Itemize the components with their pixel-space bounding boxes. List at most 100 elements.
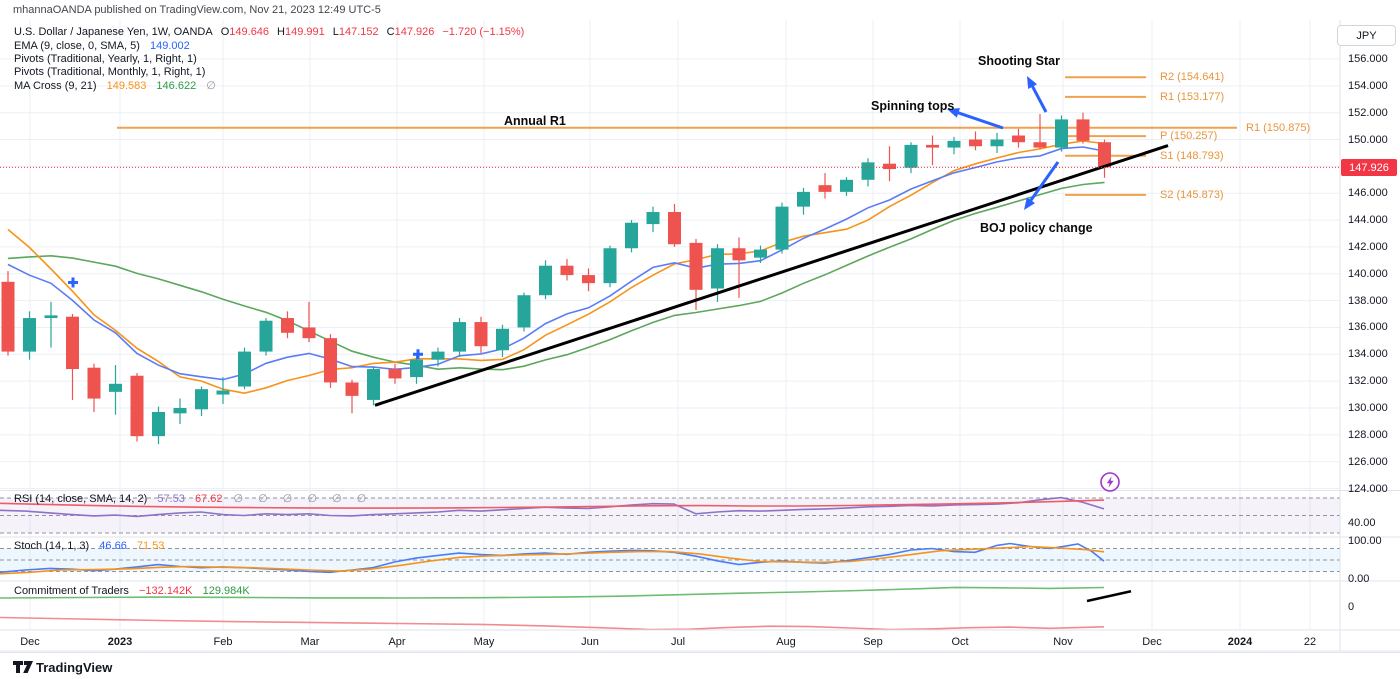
pane-axis-label: 0.00 — [1348, 573, 1370, 585]
time-axis-label: Aug — [776, 636, 796, 648]
stoch-label: Stoch (14, 1, 3) — [14, 540, 90, 552]
stoch-k-value: 46.66 — [99, 540, 127, 552]
price-axis-label: 130.000 — [1348, 401, 1388, 414]
price-axis-label: 124.000 — [1348, 482, 1388, 495]
pivots-yearly-label: Pivots (Traditional, Yearly, 1, Right, 1… — [14, 53, 197, 65]
spinning-tops-label: Spinning tops — [871, 99, 955, 113]
high-key: H — [277, 26, 285, 38]
boj-arrow — [1027, 161, 1060, 205]
currency-button[interactable]: JPY — [1337, 25, 1396, 46]
cot-short-value: −132.142K — [138, 585, 193, 597]
flash-icon[interactable] — [1099, 471, 1123, 495]
price-axis-label: 146.000 — [1348, 187, 1388, 200]
indicator-panes-layer — [0, 497, 1340, 572]
change-value: −1.720 (−1.15%) — [442, 26, 525, 38]
rsi-label: RSI (14, close, SMA, 14, 2) — [14, 493, 148, 505]
open-value: 149.646 — [229, 26, 270, 38]
rsi-ma-value: 67.62 — [194, 493, 223, 505]
pivots-yearly-legend-row[interactable]: Pivots (Traditional, Yearly, 1, Right, 1… — [14, 53, 197, 65]
stoch-d-value: 71.53 — [136, 540, 165, 552]
publish-bar: mhannaOANDA published on TradingView.com… — [13, 4, 381, 16]
price-axis-label: 128.000 — [1348, 428, 1388, 441]
time-axis-label: 2024 — [1227, 636, 1253, 648]
time-axis-label: Dec — [1142, 636, 1162, 648]
price-axis-label: 154.000 — [1348, 79, 1388, 92]
cot-label: Commitment of Traders — [14, 585, 129, 597]
trendline — [374, 144, 1169, 407]
candles-layer — [1, 112, 1111, 445]
cot-legend-row[interactable]: Commitment of Traders −132.142K 129.984K — [14, 585, 250, 597]
boj-policy-change-label: BOJ policy change — [980, 221, 1093, 235]
symbol-title: U.S. Dollar / Japanese Yen, 1W, OANDA — [14, 26, 213, 38]
low-value: 147.152 — [338, 26, 379, 38]
ma-cross-legend-row[interactable]: MA Cross (9, 21) 149.583 146.622 ∅ — [14, 79, 216, 92]
time-axis-label: Dec — [20, 636, 40, 648]
price-axis-label: 132.000 — [1348, 375, 1388, 388]
ema-label: EMA (9, close, 0, SMA, 5) — [14, 40, 140, 52]
pane-axis-label: 40.00 — [1348, 517, 1376, 529]
rsi-legend-row[interactable]: RSI (14, close, SMA, 14, 2) 57.53 67.62 … — [14, 492, 372, 505]
time-axis-label: May — [473, 636, 495, 648]
ma-cross-label: MA Cross (9, 21) — [14, 80, 97, 92]
grid-layer — [0, 20, 1340, 630]
price-axis-label: 156.000 — [1348, 53, 1388, 65]
close-key: C — [386, 26, 395, 38]
price-axis-label: 140.000 — [1348, 267, 1388, 280]
price-axis-label: 152.000 — [1348, 106, 1388, 119]
shooting-star-arrow — [1029, 82, 1048, 113]
low-key: L — [332, 26, 339, 38]
price-axis-label: 134.000 — [1348, 348, 1388, 361]
price-axis-label: 138.000 — [1348, 294, 1388, 307]
time-axis-label: 2023 — [107, 636, 133, 648]
time-axis-label: Apr — [388, 636, 406, 648]
ema-value: 149.002 — [150, 40, 190, 52]
time-axis-label: Oct — [951, 636, 969, 648]
price-axis-label: 150.000 — [1348, 133, 1388, 146]
trendlines-layer — [374, 144, 1169, 603]
spinning-tops-arrow — [954, 110, 1004, 130]
last-price-badge: 147.926 — [1341, 159, 1397, 177]
pivot-level-label: P (150.257) — [1160, 130, 1218, 143]
pivot-level-label: S1 (148.793) — [1160, 149, 1224, 162]
annual-r1-label: Annual R1 — [504, 114, 566, 128]
ma-cross-fast-value: 149.583 — [106, 80, 147, 92]
separators-layer — [0, 20, 1400, 652]
footer-bar: TradingView — [0, 652, 1400, 679]
ma-cross-slow-value: 146.622 — [156, 80, 197, 92]
cot-trendline — [1086, 590, 1132, 603]
pane-axis-label: 0 — [1348, 601, 1355, 613]
ema-legend-row[interactable]: EMA (9, close, 0, SMA, 5) 149.002 — [14, 40, 190, 52]
ema9-line — [7, 146, 1105, 381]
pane-axis-label: 100.00 — [1348, 535, 1382, 547]
rsi-value: 57.53 — [157, 493, 185, 505]
cot-short-line — [0, 616, 1105, 631]
open-key: O — [220, 26, 230, 38]
pivots-monthly-label: Pivots (Traditional, Monthly, 1, Right, … — [14, 66, 206, 78]
close-value: 147.926 — [394, 26, 435, 38]
time-axis-label: Mar — [300, 636, 320, 648]
cot-long-line — [0, 586, 1105, 599]
ma-cross-markers-layer — [68, 277, 423, 360]
sma9-line — [7, 140, 1105, 395]
price-axis-label: 144.000 — [1348, 214, 1388, 227]
cot-long-value: 129.984K — [202, 585, 250, 597]
pivot-level-label: R1 (150.875) — [1246, 121, 1311, 134]
pivots-monthly-legend-row[interactable]: Pivots (Traditional, Monthly, 1, Right, … — [14, 66, 205, 78]
stoch-d-line — [0, 545, 1105, 575]
time-axis-label: Jul — [670, 636, 686, 648]
indicator-series-layer — [0, 496, 1105, 631]
rsi-ma-line — [0, 499, 1105, 509]
price-axis-label: 136.000 — [1348, 321, 1388, 334]
symbol-legend-row[interactable]: U.S. Dollar / Japanese Yen, 1W, OANDA O14… — [14, 26, 524, 38]
time-axis-label: Feb — [213, 636, 233, 648]
tradingview-brand-text[interactable]: TradingView — [36, 660, 113, 675]
time-axis-label: Nov — [1053, 636, 1073, 648]
time-axis-label: Sep — [863, 636, 883, 648]
stoch-legend-row[interactable]: Stoch (14, 1, 3) 46.66 71.53 — [14, 540, 164, 552]
pivot-level-label: R1 (153.177) — [1160, 90, 1225, 103]
publish-text: mhannaOANDA published on TradingView.com… — [13, 4, 381, 16]
ma-cross-extra: ∅ — [206, 80, 216, 92]
tradingview-logo-icon[interactable] — [12, 660, 34, 679]
